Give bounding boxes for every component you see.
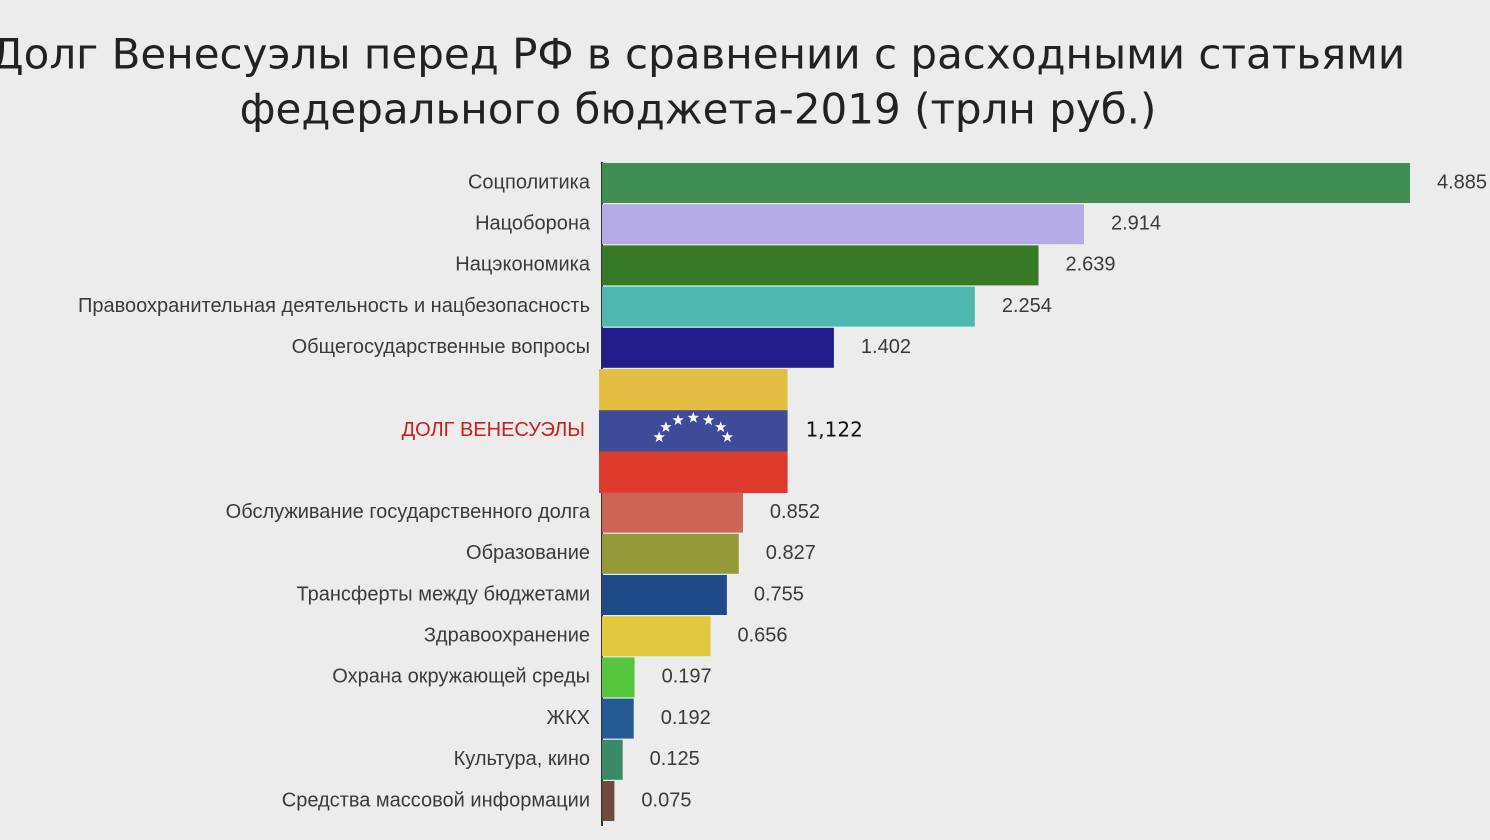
value-label: 0.755 bbox=[754, 583, 804, 605]
category-label: Нацоборона bbox=[475, 212, 591, 234]
bar bbox=[602, 204, 1084, 245]
value-label: 4.885 bbox=[1437, 171, 1487, 193]
bar bbox=[602, 657, 635, 698]
category-label: Правоохранительная деятельность и нацбез… bbox=[78, 295, 590, 317]
value-label: 2.914 bbox=[1111, 212, 1161, 234]
chart-title: федерального бюджета-2019 (трлн руб.) bbox=[240, 85, 1157, 134]
flag-stripe bbox=[599, 451, 788, 494]
bar bbox=[602, 575, 727, 615]
value-label: 0.075 bbox=[641, 789, 691, 811]
bar bbox=[602, 781, 615, 821]
bar bbox=[602, 739, 623, 780]
bar bbox=[599, 369, 788, 494]
category-label: Культура, кино bbox=[454, 748, 590, 770]
category-label: Трансферты между бюджетами bbox=[297, 583, 591, 605]
category-label: Обслуживание государственного долга bbox=[226, 501, 591, 523]
bar bbox=[602, 327, 834, 368]
category-label: Нацэкономика bbox=[455, 254, 591, 276]
flag-star bbox=[715, 421, 727, 432]
bar bbox=[602, 616, 711, 657]
category-label: Охрана окружающей среды bbox=[332, 666, 590, 688]
value-label: 0.192 bbox=[661, 707, 711, 729]
value-label: 0.656 bbox=[738, 624, 788, 646]
category-label: ЖКХ bbox=[547, 707, 590, 729]
flag-star bbox=[721, 431, 734, 443]
value-label: 0.197 bbox=[662, 666, 712, 688]
value-label: 2.254 bbox=[1002, 295, 1052, 317]
chart-title: Долг Венесуэлы перед РФ в сравнении с ра… bbox=[0, 30, 1405, 79]
bar bbox=[602, 245, 1039, 286]
flag-stripe bbox=[599, 369, 788, 411]
bar bbox=[602, 286, 975, 327]
category-label: ДОЛГ ВЕНЕСУЭЛЫ bbox=[402, 419, 585, 441]
value-label: 0.827 bbox=[766, 542, 816, 564]
category-label: Общегосударственные вопросы bbox=[292, 336, 590, 358]
value-label: 1,122 bbox=[806, 417, 863, 441]
bar bbox=[602, 533, 739, 574]
value-label: 0.852 bbox=[770, 501, 820, 523]
value-label: 1.402 bbox=[861, 336, 911, 358]
flag-star bbox=[653, 431, 665, 443]
flag-star bbox=[672, 414, 684, 426]
value-label: 0.125 bbox=[650, 748, 700, 770]
flag-star bbox=[660, 421, 672, 432]
bar bbox=[602, 698, 634, 739]
value-label: 2.639 bbox=[1066, 254, 1116, 276]
flag-star bbox=[702, 414, 715, 426]
category-label: Соцполитика bbox=[468, 171, 591, 193]
category-label: Здравоохранение bbox=[424, 624, 590, 646]
category-label: Образование bbox=[466, 542, 590, 564]
bar bbox=[602, 163, 1410, 203]
flag-star bbox=[687, 411, 699, 423]
bar bbox=[602, 492, 743, 533]
category-label: Средства массовой информации bbox=[282, 789, 590, 811]
